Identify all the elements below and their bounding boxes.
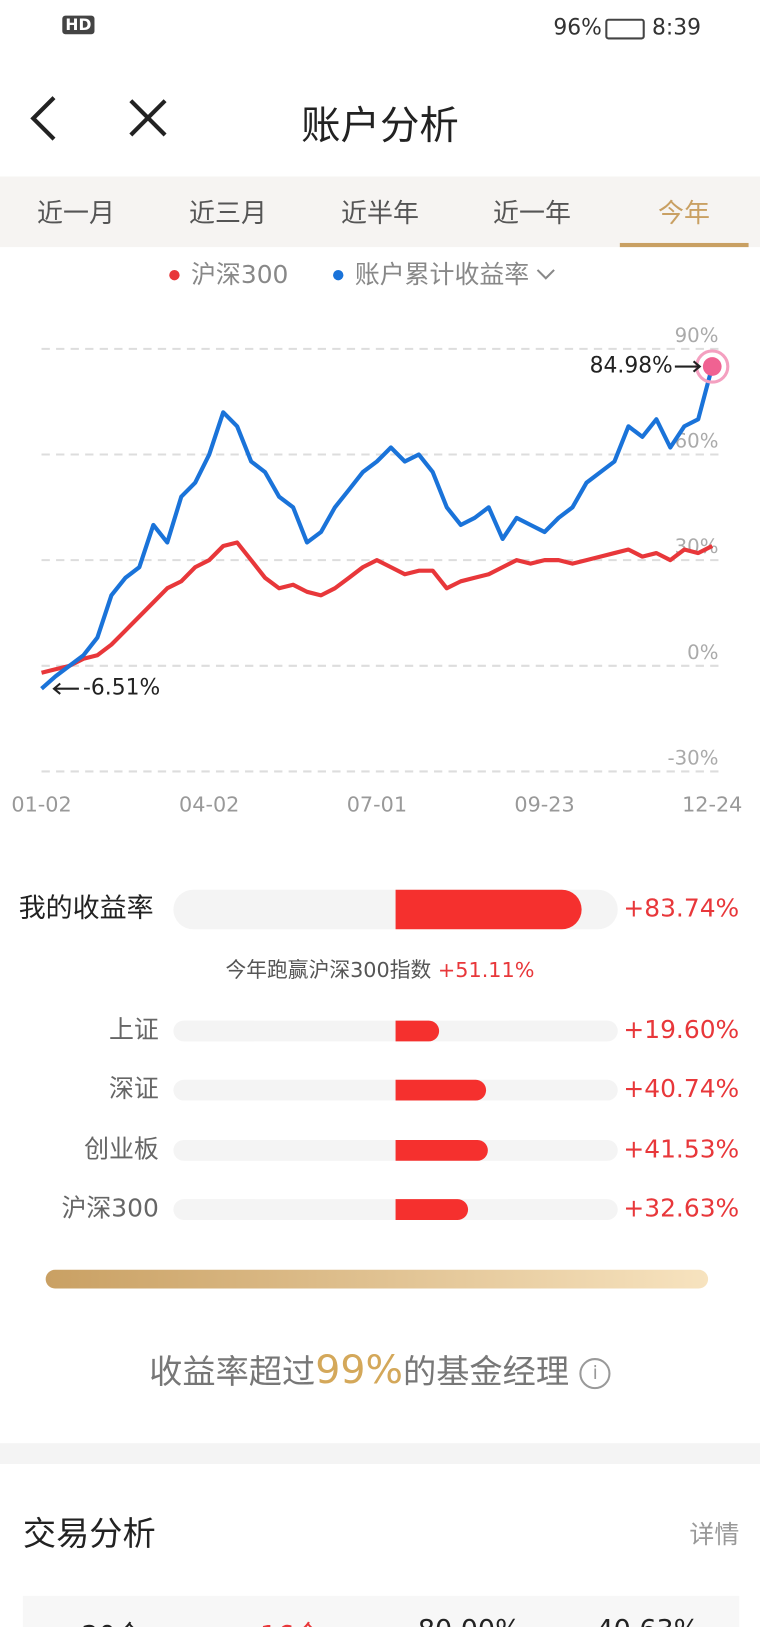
y-tick-label: -30% bbox=[668, 746, 719, 769]
annotation: 84.98% bbox=[590, 354, 673, 379]
section-title: 交易分析 bbox=[22, 1513, 156, 1554]
info-icon[interactable]: i bbox=[579, 1358, 611, 1390]
compare-text: 今年跑赢沪深300指数 bbox=[225, 957, 432, 983]
bar-label: 我的收益率 bbox=[19, 893, 154, 924]
tab[interactable]: 今年 bbox=[658, 198, 710, 229]
series-line bbox=[40, 365, 715, 691]
x-tick-label: 09-23 bbox=[514, 793, 574, 817]
value-label: +40.74% bbox=[623, 1074, 739, 1103]
bar bbox=[395, 1079, 487, 1101]
end-marker bbox=[702, 357, 722, 376]
tab-underline bbox=[619, 242, 749, 248]
y-tick-label: 0% bbox=[687, 641, 718, 664]
bar-label: 创业板 bbox=[84, 1134, 159, 1163]
bar bbox=[395, 1020, 440, 1042]
legend-label: 账户累计收益率 bbox=[355, 260, 529, 289]
bar-label: 深证 bbox=[109, 1074, 159, 1103]
stats-card bbox=[22, 1595, 740, 1627]
tab[interactable]: 近半年 bbox=[341, 198, 419, 229]
clock: 8:39 bbox=[652, 14, 701, 40]
tab-bar bbox=[0, 176, 760, 248]
bar-label: 上证 bbox=[109, 1015, 159, 1044]
gold-bar bbox=[45, 1269, 709, 1289]
x-tick-label: 12-24 bbox=[682, 793, 742, 817]
tab[interactable]: 近三月 bbox=[189, 198, 267, 229]
stat-value: 40.63% bbox=[559, 1614, 738, 1626]
x-tick-label: 07-01 bbox=[347, 793, 407, 817]
rank-prefix: 收益率超过 bbox=[149, 1351, 316, 1392]
details-link[interactable]: 详情 bbox=[689, 1519, 740, 1550]
legend-dot bbox=[333, 269, 344, 281]
rank-suffix: 的基金经理 bbox=[402, 1351, 570, 1392]
value-label: +83.74% bbox=[623, 894, 739, 923]
legend-dropdown bbox=[536, 269, 555, 280]
compare-value: +51.11% bbox=[437, 957, 535, 983]
y-tick-label: 30% bbox=[675, 535, 719, 558]
nav-icons bbox=[30, 96, 167, 141]
bar bbox=[395, 1199, 469, 1220]
nav-title: 账户分析 bbox=[301, 102, 459, 149]
battery-text: 96% bbox=[553, 14, 602, 40]
series-line bbox=[41, 540, 714, 675]
annotation-arrowhead bbox=[692, 360, 702, 373]
value-label: +41.53% bbox=[623, 1134, 739, 1163]
rank-value: 99% bbox=[315, 1346, 403, 1393]
y-tick-label: 60% bbox=[675, 430, 719, 453]
rank-line: 收益率超过99%的基金经理 i bbox=[0, 1346, 760, 1394]
value-label: +19.60% bbox=[623, 1015, 739, 1044]
battery-icon bbox=[605, 18, 645, 40]
annotation: -6.51% bbox=[83, 676, 160, 701]
legend-dot bbox=[169, 269, 180, 281]
annotation-arrowhead bbox=[52, 682, 61, 695]
separator bbox=[0, 1443, 760, 1464]
charts: 沪深300 账户累计收益率 -30% 0% 30% 60% 90% 01-02 04-02 07-… bbox=[11, 260, 742, 1223]
tab[interactable]: 近一月 bbox=[37, 198, 115, 229]
bar bbox=[395, 1139, 488, 1161]
y-tick-label: 90% bbox=[675, 324, 719, 347]
network-icon: HD bbox=[62, 15, 95, 35]
stat-value: 20个 bbox=[23, 1614, 202, 1627]
close-button[interactable] bbox=[129, 99, 167, 137]
stat-value: 16个 bbox=[201, 1614, 380, 1627]
x-tick-label: 01-02 bbox=[11, 793, 71, 817]
value-label: +32.63% bbox=[623, 1194, 739, 1223]
legend-label: 沪深300 bbox=[191, 260, 288, 289]
bar bbox=[395, 889, 582, 930]
compare-line: 今年跑赢沪深300指数 +51.11% bbox=[0, 953, 760, 983]
bar-label: 沪深300 bbox=[61, 1194, 158, 1223]
x-tick-label: 04-02 bbox=[179, 793, 239, 817]
tab[interactable]: 近一年 bbox=[493, 198, 571, 229]
back-button[interactable] bbox=[30, 96, 56, 141]
stat-value: 80.00% bbox=[380, 1614, 559, 1626]
